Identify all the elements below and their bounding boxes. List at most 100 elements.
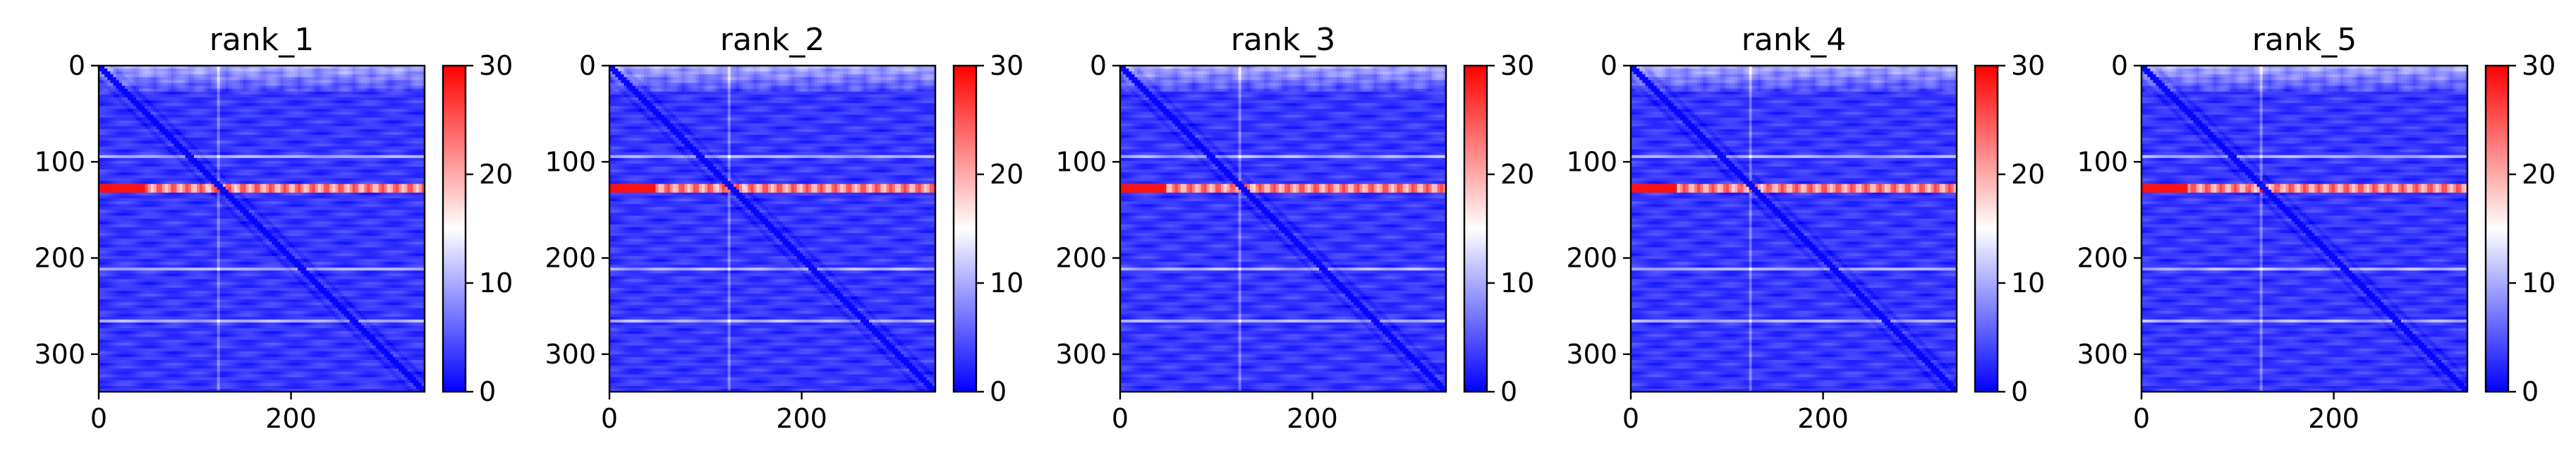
heatmap-cell (179, 80, 183, 83)
heatmap-cell (200, 74, 203, 78)
heatmap-cell (399, 97, 402, 101)
heatmap-cell (376, 83, 379, 87)
heatmap-cell (104, 89, 108, 92)
heatmap-cell (217, 68, 221, 72)
heatmap-cell (139, 97, 142, 101)
heatmap-cell (344, 97, 348, 101)
heatmap-cell (208, 71, 212, 75)
heatmap-cell (249, 71, 253, 75)
heatmap-cell (159, 92, 163, 95)
heatmap-cell (168, 71, 171, 75)
heatmap-cell (379, 74, 382, 78)
heatmap-cell (387, 89, 391, 92)
heatmap-cell (142, 74, 145, 78)
heatmap-cell (335, 95, 339, 98)
heatmap-cell (324, 68, 327, 72)
heatmap-cell (289, 74, 293, 78)
heatmap-cell (214, 95, 218, 98)
heatmap-cell (284, 77, 287, 80)
heatmap-cell (372, 89, 376, 92)
heatmap-cell (176, 100, 180, 104)
heatmap-cell (324, 97, 327, 101)
heatmap-cell (243, 83, 246, 87)
heatmap-cell (306, 83, 310, 87)
heatmap-cell (390, 83, 394, 87)
heatmap-cell (243, 77, 246, 80)
heatmap-cell (229, 89, 232, 92)
heatmap-cell (286, 86, 290, 90)
heatmap-cell (387, 77, 391, 80)
heatmap-cell (379, 68, 382, 72)
heatmap-cell (217, 71, 221, 75)
heatmap-cell (318, 86, 322, 90)
heatmap-cell (125, 103, 128, 107)
heatmap-cell (179, 83, 183, 87)
heatmap-cell (329, 77, 333, 80)
heatmap-cell (214, 80, 218, 83)
heatmap-cell (341, 71, 344, 75)
heatmap-cell (214, 89, 218, 92)
heatmap-cell (148, 80, 152, 83)
heatmap-cell (116, 103, 120, 107)
heatmap-cell (358, 89, 362, 92)
heatmap-cell (133, 77, 137, 80)
heatmap-cell (157, 100, 160, 104)
heatmap-cell (318, 92, 322, 95)
heatmap-cell (202, 92, 206, 95)
heatmap-cell (151, 92, 154, 95)
heatmap-cell (350, 92, 353, 95)
heatmap-cell (281, 100, 284, 104)
heatmap-cell (183, 95, 186, 98)
heatmap-cell (295, 92, 298, 95)
heatmap-cell (274, 97, 278, 101)
heatmap-cell (292, 80, 296, 83)
heatmap-cell (327, 86, 330, 90)
heatmap-cell (404, 95, 408, 98)
heatmap-cell (298, 97, 301, 101)
heatmap-cell (416, 100, 420, 104)
heatmap-cell (361, 92, 365, 95)
heatmap-cell (379, 83, 382, 87)
heatmap-cell (370, 68, 373, 72)
heatmap-cell (102, 89, 105, 92)
heatmap-cell (122, 92, 126, 95)
heatmap-cell (284, 80, 287, 83)
heatmap-cell (384, 92, 388, 95)
heatmap-cell (347, 86, 351, 90)
heatmap-cell (171, 97, 174, 101)
heatmap-cell (234, 74, 238, 78)
heatmap-cell (347, 97, 351, 101)
heatmap-cell (162, 86, 166, 90)
heatmap-cell (223, 100, 226, 104)
heatmap-cell (186, 80, 189, 83)
heatmap-cell (165, 100, 169, 104)
heatmap-cell (211, 71, 214, 75)
heatmap-cell (179, 92, 183, 95)
heatmap-cell (263, 86, 267, 90)
heatmap-cell (116, 71, 120, 75)
heatmap-cell (122, 95, 126, 98)
heatmap-cell (125, 71, 128, 75)
heatmap-cell (128, 103, 131, 107)
heatmap-cell (240, 97, 243, 101)
heatmap-cell (202, 83, 206, 87)
heatmap-cell (139, 83, 142, 87)
heatmap-cell (372, 86, 376, 90)
heatmap-cell (413, 97, 417, 101)
heatmap-cell (344, 86, 348, 90)
heatmap-cell (327, 100, 330, 104)
heatmap-cell (174, 68, 177, 72)
heatmap-cell (341, 95, 344, 98)
heatmap-cell (234, 86, 238, 90)
heatmap-cell (116, 100, 120, 104)
heatmap-cell (260, 89, 264, 92)
heatmap-cell (335, 97, 339, 101)
heatmap-cell (249, 77, 253, 80)
heatmap-cell (387, 68, 391, 72)
heatmap-cell (255, 86, 258, 90)
heatmap-cell (379, 71, 382, 75)
heatmap-cell (174, 80, 177, 83)
heatmap-cell (237, 89, 241, 92)
heatmap-cell (411, 68, 414, 72)
heatmap-cell (145, 92, 148, 95)
